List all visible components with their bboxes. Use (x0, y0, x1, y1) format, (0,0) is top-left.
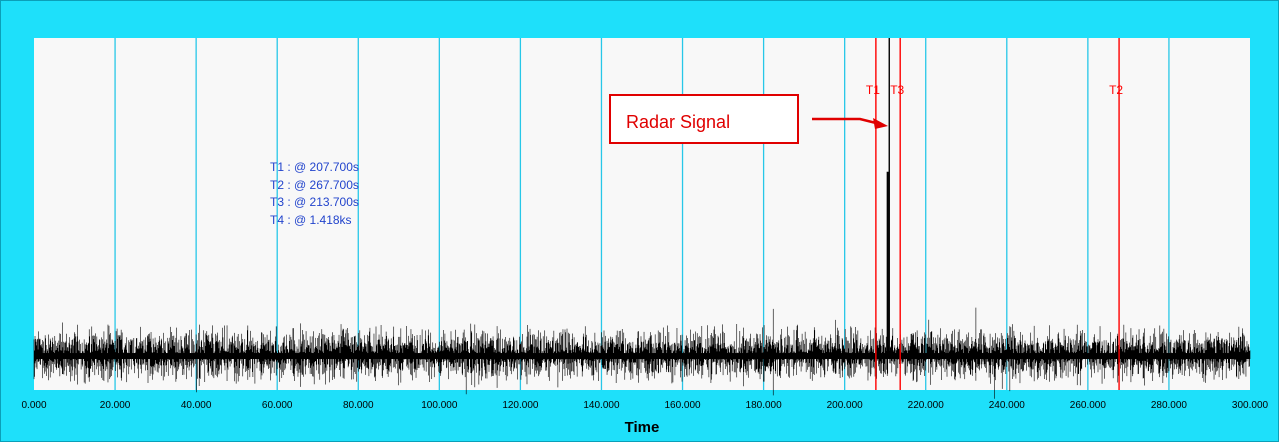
x-tick-label: 260.000 (1070, 400, 1107, 411)
annotation-label: Radar Signal (626, 112, 730, 132)
cursor-readouts: T1 : @ 207.700s T2 : @ 267.700s T3 : @ 2… (270, 160, 359, 227)
cursor-readout-t3: T3 : @ 213.700s (270, 195, 359, 209)
x-tick-label: 280.000 (1151, 400, 1188, 411)
cursor-lines: T1 T2 T3 (866, 38, 1123, 390)
x-tick-label: 180.000 (746, 400, 783, 411)
x-tick-label: 160.000 (664, 400, 701, 411)
plot-area (34, 38, 1250, 390)
annotation-box (609, 94, 799, 144)
cursor-readout-t4: T4 : @ 1.418ks (270, 213, 352, 227)
x-tick-label: 0.000 (21, 400, 46, 411)
x-tick-label: 40.000 (181, 400, 212, 411)
cursor-label-t2: T2 (1109, 83, 1123, 97)
annotation-arrow (812, 117, 881, 126)
signal-trace (33, 38, 1251, 399)
x-tick-label: 60.000 (262, 400, 293, 411)
x-tick-label: 140.000 (583, 400, 620, 411)
x-tick-label: 220.000 (908, 400, 945, 411)
x-tick-label: 120.000 (502, 400, 539, 411)
x-axis-label: Time (625, 419, 660, 436)
cursor-readout-t1: T1 : @ 207.700s (270, 160, 359, 174)
x-tick-label: 240.000 (989, 400, 1026, 411)
cursor-readout-t2: T2 : @ 267.700s (270, 178, 359, 192)
signal-baseline (34, 353, 1250, 360)
annotation-arrow-head (873, 118, 888, 129)
x-tick-label: 80.000 (343, 400, 374, 411)
x-axis-ticks: 0.000 20.000 40.000 60.000 80.000 100.000 120.… (21, 400, 1268, 411)
cursor-label-t3: T3 (890, 83, 904, 97)
x-tick-label: 20.000 (100, 400, 131, 411)
grid-lines (114, 38, 1170, 390)
radar-signal-annotation: Radar Signal (609, 94, 888, 144)
cursor-label-t1: T1 (866, 83, 880, 97)
x-tick-label: 100.000 (421, 400, 458, 411)
x-tick-label: 300.000 (1232, 400, 1269, 411)
x-tick-label: 200.000 (827, 400, 864, 411)
